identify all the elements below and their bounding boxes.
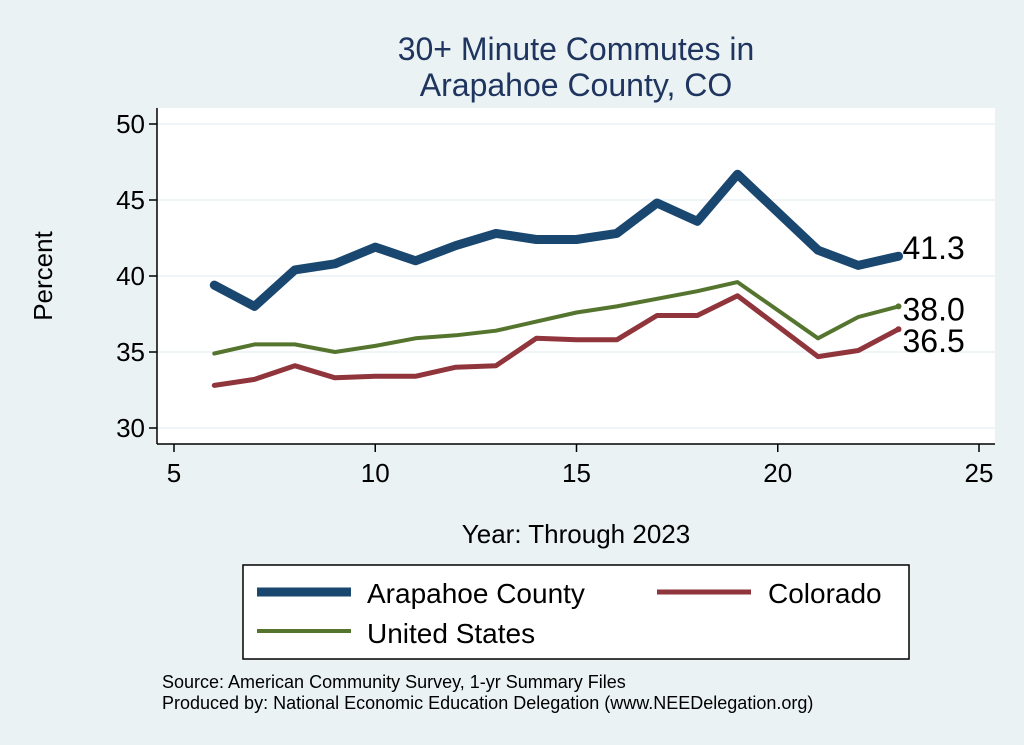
chart-subtitle: Arapahoe County, CO (420, 67, 732, 103)
y-axis-ticks: 30 35 40 45 50 (116, 109, 157, 443)
y-tick-label: 40 (116, 261, 145, 291)
x-axis-ticks: 5 10 15 20 25 (167, 444, 994, 488)
end-label-arapahoe-county: 41.3 (903, 230, 965, 266)
gridlines (157, 123, 995, 429)
end-labels: 38.036.5 41.3 (903, 230, 965, 359)
x-tick-label: 10 (361, 458, 390, 488)
series-line-united-states (212, 280, 901, 356)
end-label-colorado: 36.5 (903, 323, 965, 359)
legend-box (242, 564, 910, 660)
x-tick-label: 25 (965, 458, 994, 488)
y-tick-label: 30 (116, 413, 145, 443)
series-end-point (895, 326, 902, 333)
legend-label-colorado: Colorado (768, 578, 882, 609)
legend-label-arapahoe: Arapahoe County (367, 578, 585, 609)
y-tick-label: 50 (116, 109, 145, 139)
series-line-colorado (211, 293, 901, 388)
y-tick-label: 35 (116, 337, 145, 367)
end-label-united-states: 38.0 (903, 291, 965, 327)
source-note: Source: American Community Survey, 1-yr … (162, 672, 626, 692)
produced-by-note: Produced by: National Economic Education… (162, 693, 813, 713)
y-tick-label: 45 (116, 185, 145, 215)
series-layer (209, 169, 903, 388)
y-axis-title: Percent (28, 230, 58, 320)
series-end-point (895, 303, 902, 310)
chart-title: 30+ Minute Commutes in (398, 31, 755, 67)
series-end-point (895, 253, 902, 260)
legend-label-united-states: United States (367, 618, 535, 649)
x-tick-label: 5 (167, 458, 181, 488)
x-axis-title: Year: Through 2023 (462, 519, 690, 549)
x-tick-label: 15 (562, 458, 591, 488)
series-line-arapahoe-county (209, 169, 903, 311)
x-tick-label: 20 (763, 458, 792, 488)
